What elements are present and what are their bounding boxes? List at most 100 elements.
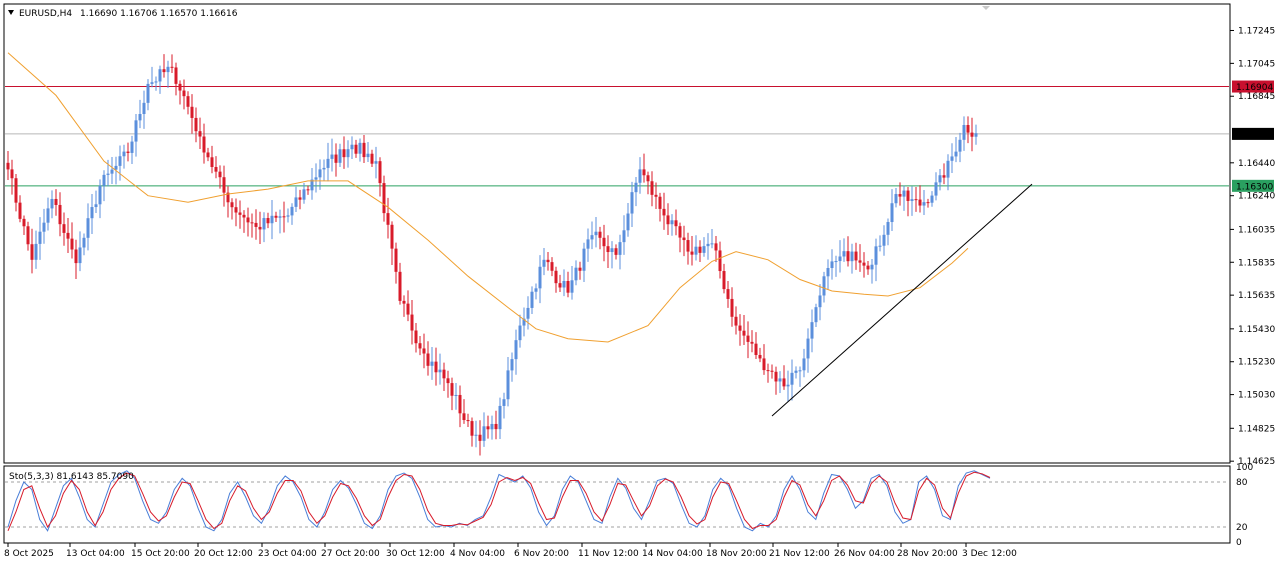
candle[interactable] [270, 200, 274, 240]
candle[interactable] [770, 364, 774, 379]
candle[interactable] [946, 154, 950, 191]
candle[interactable] [322, 159, 326, 181]
candle[interactable] [382, 175, 386, 222]
candle[interactable] [266, 212, 270, 229]
candle[interactable] [450, 377, 454, 411]
candle[interactable] [334, 143, 338, 177]
candle[interactable] [754, 332, 758, 359]
candle[interactable] [422, 333, 426, 369]
candle[interactable] [582, 242, 586, 283]
candle[interactable] [814, 303, 818, 327]
candle[interactable] [262, 212, 266, 243]
candle[interactable] [622, 215, 626, 255]
candle[interactable] [410, 300, 414, 345]
candle[interactable] [726, 280, 730, 308]
candle[interactable] [338, 143, 342, 167]
candle[interactable] [506, 356, 510, 407]
candle[interactable] [518, 314, 522, 348]
candle[interactable] [870, 259, 874, 284]
candle[interactable] [774, 366, 778, 395]
candle[interactable] [894, 187, 898, 208]
candle[interactable] [226, 186, 230, 218]
candle[interactable] [798, 366, 802, 387]
candle[interactable] [878, 235, 882, 252]
candle[interactable] [942, 163, 946, 185]
candle[interactable] [94, 190, 98, 214]
candle[interactable] [618, 234, 622, 270]
candle[interactable] [62, 212, 66, 246]
candle[interactable] [586, 228, 590, 262]
candle[interactable] [546, 251, 550, 271]
candle[interactable] [882, 225, 886, 256]
candle[interactable] [846, 236, 850, 267]
candle[interactable] [966, 116, 970, 144]
candle[interactable] [566, 271, 570, 298]
candle[interactable] [550, 257, 554, 277]
candle[interactable] [490, 415, 494, 440]
candle[interactable] [30, 228, 34, 274]
candle[interactable] [638, 157, 642, 194]
candle[interactable] [610, 241, 614, 269]
candle[interactable] [758, 347, 762, 363]
candle[interactable] [86, 203, 90, 251]
candle[interactable] [346, 140, 350, 168]
candle[interactable] [238, 200, 242, 229]
candle[interactable] [934, 172, 938, 201]
candle[interactable] [950, 143, 954, 174]
candle[interactable] [626, 203, 630, 237]
candle[interactable] [110, 156, 114, 184]
candle[interactable] [658, 192, 662, 222]
candle[interactable] [454, 383, 458, 410]
candle[interactable] [302, 183, 306, 204]
candle[interactable] [786, 370, 790, 402]
candle[interactable] [514, 329, 518, 375]
candle[interactable] [158, 65, 162, 94]
candle[interactable] [378, 157, 382, 197]
candle[interactable] [654, 182, 658, 209]
candle[interactable] [26, 221, 30, 251]
candle[interactable] [706, 233, 710, 260]
candle[interactable] [866, 260, 870, 275]
candle[interactable] [446, 370, 450, 398]
candle[interactable] [670, 214, 674, 236]
candle[interactable] [102, 170, 106, 202]
candle[interactable] [122, 144, 126, 169]
candle[interactable] [46, 197, 50, 231]
candle[interactable] [694, 235, 698, 261]
candle[interactable] [722, 263, 726, 294]
candle[interactable] [326, 142, 330, 182]
candle[interactable] [898, 182, 902, 206]
candle[interactable] [762, 344, 766, 375]
candle[interactable] [542, 248, 546, 276]
candle[interactable] [930, 191, 934, 207]
candle[interactable] [662, 192, 666, 230]
candle[interactable] [842, 238, 846, 262]
candle[interactable] [822, 271, 826, 303]
candle[interactable] [746, 321, 750, 359]
candle[interactable] [398, 262, 402, 305]
candle[interactable] [766, 363, 770, 383]
candle[interactable] [478, 420, 482, 456]
candle[interactable] [186, 91, 190, 115]
candle[interactable] [418, 335, 422, 356]
candle[interactable] [782, 365, 786, 390]
candle[interactable] [910, 186, 914, 216]
candle[interactable] [698, 240, 702, 263]
candle[interactable] [254, 209, 258, 240]
candle[interactable] [414, 323, 418, 353]
candle[interactable] [342, 136, 346, 169]
candle[interactable] [174, 62, 178, 96]
candle[interactable] [958, 132, 962, 163]
candle[interactable] [794, 366, 798, 379]
candle[interactable] [434, 347, 438, 386]
candle[interactable] [190, 94, 194, 134]
candle[interactable] [510, 352, 514, 382]
candle[interactable] [42, 208, 46, 244]
candle[interactable] [370, 149, 374, 168]
candle[interactable] [850, 243, 854, 274]
candle[interactable] [282, 201, 286, 233]
candle[interactable] [22, 215, 26, 235]
candle[interactable] [738, 314, 742, 346]
candle[interactable] [154, 76, 158, 91]
